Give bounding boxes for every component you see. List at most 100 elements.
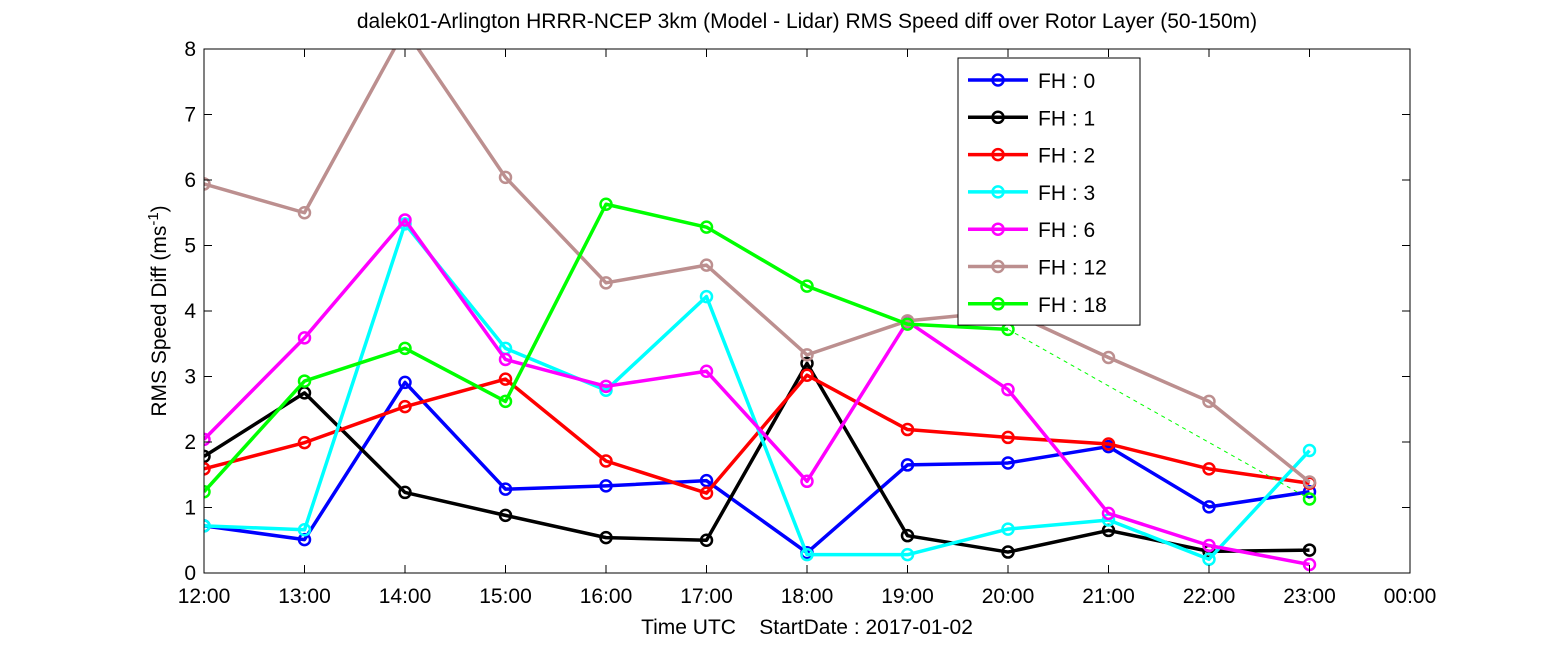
data-point [1302, 492, 1317, 506]
data-point [297, 374, 312, 388]
legend-label: FH : 6 [1038, 219, 1095, 242]
data-point [900, 547, 915, 562]
data-point [204, 462, 211, 476]
data-point [1101, 437, 1116, 451]
y-axis-ticks: 0 1 2 3 4 5 6 7 8 [184, 38, 1410, 585]
series-line [204, 380, 1310, 555]
y-tick-label: 3 [184, 366, 196, 389]
data-point [900, 422, 915, 437]
legend-item: FH : 12 [968, 257, 1107, 280]
data-point [800, 368, 814, 382]
data-point [1202, 552, 1216, 566]
legend-label: FH : 2 [1038, 145, 1095, 168]
y-axis-label-close: ) [148, 205, 171, 212]
legend-swatch-marker [991, 110, 1005, 125]
chart-title: dalek01-Arlington HRRR-NCEP 3km (Model -… [357, 10, 1257, 33]
data-point [599, 530, 613, 545]
legend-swatch-marker [991, 185, 1005, 199]
legend-label: FH : 12 [1038, 257, 1107, 280]
x-tick-label: 18:00 [781, 585, 834, 608]
series-fh-3 [204, 217, 1317, 566]
data-point [498, 352, 513, 367]
series-fh-0 [204, 375, 1317, 560]
y-axis-label-main: RMS Speed Diff (ms [148, 226, 171, 417]
data-point [699, 486, 714, 500]
legend-item: FH : 18 [968, 294, 1107, 317]
data-point [800, 547, 814, 562]
legend-swatch-marker [991, 259, 1005, 274]
data-point [800, 348, 814, 362]
data-point [1001, 430, 1015, 445]
y-tick-label: 7 [184, 104, 196, 127]
data-point [599, 379, 613, 394]
data-point [1202, 462, 1216, 476]
legend-swatch-marker [991, 147, 1005, 162]
legend-label: FH : 3 [1038, 182, 1095, 205]
y-tick-label: 4 [184, 300, 196, 323]
data-point [398, 213, 412, 227]
legend-item: FH : 3 [968, 182, 1095, 205]
y-axis-label-superscript: -1 [145, 212, 162, 225]
data-point [699, 473, 714, 488]
x-tick-label: 20:00 [982, 585, 1035, 608]
data-point [599, 479, 613, 493]
data-point [498, 508, 513, 523]
data-point [1001, 522, 1015, 536]
data-point [1202, 394, 1216, 409]
legend-label: FH : 0 [1038, 70, 1095, 93]
x-tick-label: 21:00 [1082, 585, 1135, 608]
y-axis-label: RMS Speed Diff (ms-1) [145, 205, 171, 416]
data-point [204, 519, 211, 533]
data-point [900, 528, 915, 543]
data-point [398, 399, 412, 414]
legend-item: FH : 6 [968, 219, 1095, 242]
data-point [398, 485, 412, 500]
data-point [204, 449, 211, 464]
series-line [204, 49, 1311, 484]
data-point [398, 375, 412, 390]
legend-swatch-marker [991, 73, 1005, 87]
data-point [599, 454, 613, 468]
data-point [1302, 475, 1317, 489]
data-point [900, 458, 915, 472]
data-point [699, 258, 714, 272]
data-point [800, 474, 814, 489]
series-layer [204, 49, 1317, 572]
data-point [1202, 500, 1216, 514]
series-gap-line [1007, 328, 1310, 500]
x-tick-label: 17:00 [680, 585, 733, 608]
y-tick-label: 6 [184, 169, 196, 192]
x-axis-ticks: 12:00 13:00 14:00 15:00 16:00 17:00 18:00 19:00… [178, 49, 1437, 608]
data-point [297, 523, 312, 537]
x-tick-label: 15:00 [479, 585, 532, 608]
data-point [398, 341, 412, 356]
x-tick-label: 19:00 [881, 585, 934, 608]
data-point [498, 482, 513, 496]
data-point [297, 206, 312, 220]
x-tick-label: 16:00 [580, 585, 633, 608]
y-tick-label: 5 [184, 235, 196, 258]
x-tick-label: 14:00 [379, 585, 432, 608]
x-tick-label: 22:00 [1183, 585, 1236, 608]
legend-label: FH : 18 [1038, 294, 1107, 317]
data-point [204, 432, 211, 447]
data-point [599, 276, 613, 290]
series-line [204, 202, 1009, 493]
data-point [1302, 443, 1317, 458]
data-point [1101, 350, 1116, 365]
data-point [1101, 506, 1116, 521]
legend-item: FH : 1 [968, 107, 1095, 130]
y-tick-label: 1 [184, 497, 196, 520]
y-tick-label: 2 [184, 431, 196, 454]
data-point [204, 177, 211, 191]
legend-swatch-marker [991, 222, 1005, 236]
series-line [204, 222, 1311, 561]
data-point [1001, 456, 1015, 470]
legend-label: FH : 1 [1038, 107, 1095, 130]
data-point [498, 394, 513, 409]
series-line [204, 361, 1310, 554]
data-point [297, 435, 312, 450]
x-tick-label: 00:00 [1384, 585, 1437, 608]
data-point [800, 279, 814, 293]
